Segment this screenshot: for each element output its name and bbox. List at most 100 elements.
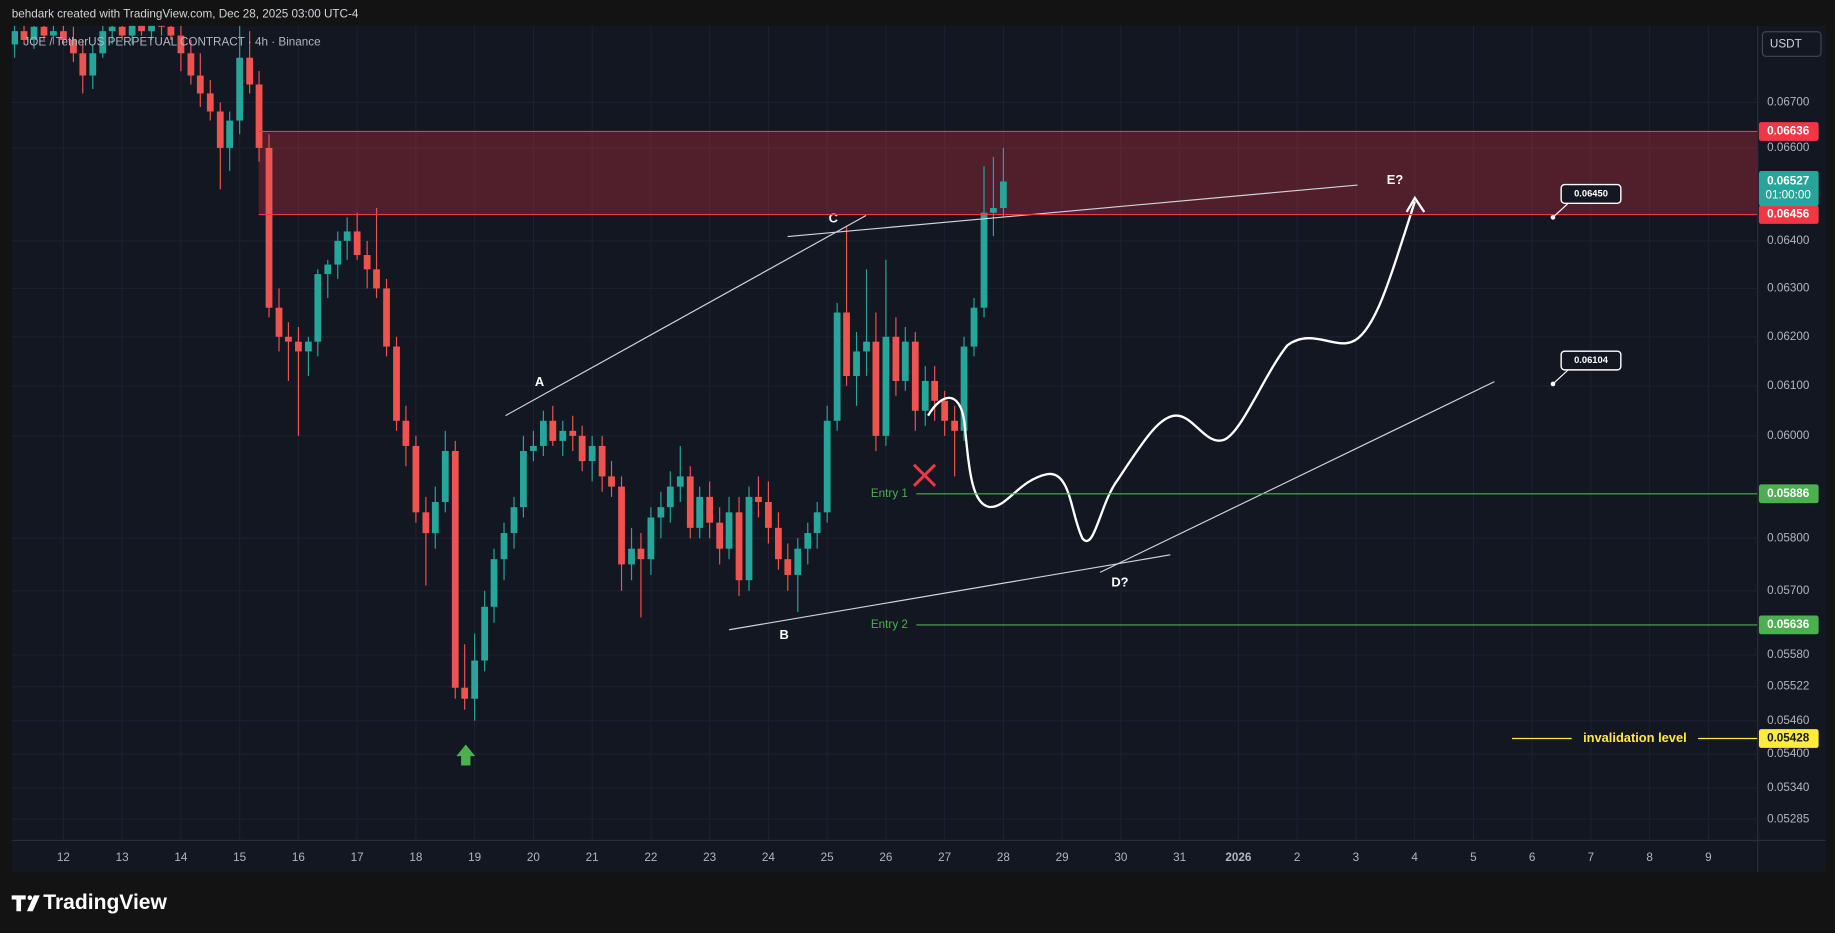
candle-body	[990, 207, 997, 213]
callout-point	[1550, 215, 1556, 220]
candle-body	[451, 450, 459, 688]
candle-body	[196, 75, 204, 94]
trend-line	[505, 214, 867, 417]
candle-body	[716, 522, 724, 549]
candle-body	[226, 120, 234, 148]
candle-body	[50, 31, 57, 36]
wave-label: A	[535, 374, 544, 389]
x-tick-label: 7	[1588, 851, 1595, 864]
candle-body	[823, 420, 831, 513]
candle-body	[618, 486, 625, 565]
brand: TradingView	[43, 891, 167, 914]
currency-label[interactable]: USDT	[1770, 38, 1802, 51]
y-tick-label: 0.06100	[1767, 379, 1810, 392]
candle-body	[530, 445, 537, 451]
brand-logo	[11, 895, 40, 912]
candle-body	[588, 445, 596, 462]
candle-body	[79, 53, 87, 76]
y-tick-label: 0.05460	[1767, 714, 1810, 727]
axes: 0.06700 0.06600 0.06400 0.06300 0.06200 0.061…	[57, 96, 1819, 864]
candle-body	[128, 25, 136, 36]
candle-body	[980, 212, 988, 308]
candle-body	[608, 476, 615, 487]
candle-body	[794, 548, 802, 575]
wave-label: B	[779, 627, 788, 642]
candle-body	[402, 420, 410, 446]
candle-body	[755, 496, 762, 503]
y-tick-label: 0.05285	[1767, 812, 1810, 825]
x-tick-label: 9	[1705, 851, 1712, 864]
candle-body	[559, 430, 567, 441]
x-tick-label: 3	[1353, 851, 1360, 864]
candle-body	[765, 502, 772, 528]
candle-body	[901, 341, 909, 381]
candle-body	[393, 346, 400, 421]
x-tick-label: 16	[292, 851, 305, 864]
y-tick-label: 0.06000	[1767, 429, 1810, 442]
last-price-box	[1758, 170, 1819, 207]
candle-body	[784, 559, 792, 575]
candle-body	[775, 527, 782, 560]
candle-body	[666, 486, 674, 508]
price-label-box	[1758, 484, 1819, 504]
callout-label: 0.06104	[1574, 355, 1609, 365]
candle-body	[500, 533, 508, 560]
candle-body	[70, 39, 77, 54]
candle-body	[305, 341, 312, 352]
candle-body	[637, 548, 645, 560]
y-tick-label: 0.05580	[1767, 648, 1810, 661]
level-label: Entry 2	[871, 618, 908, 631]
candle-body	[960, 346, 968, 431]
up-arrow	[456, 744, 476, 766]
candle-body	[422, 512, 430, 534]
last-price-label: 0.06527	[1767, 175, 1809, 188]
trend-line	[787, 184, 1358, 238]
candle-body	[569, 430, 577, 436]
candle-body	[853, 351, 860, 377]
price-label-box	[1758, 205, 1819, 224]
candle-body	[951, 420, 959, 431]
levels: Entry 1 Entry 2 invalidation level 0.06450 0…	[258, 130, 1758, 745]
candle-body	[804, 533, 812, 549]
x-tick-label: 5	[1470, 851, 1477, 864]
candle-body	[657, 507, 665, 518]
x-tick-label: 26	[879, 851, 892, 864]
candle-body	[1000, 181, 1007, 208]
candle-body	[892, 336, 900, 381]
candle-body	[813, 512, 821, 534]
wave-label: C	[829, 210, 838, 225]
currency-button[interactable]	[1761, 31, 1822, 57]
callout-box	[1560, 183, 1622, 205]
y-tick-label: 0.06600	[1767, 141, 1810, 154]
callout-box	[1560, 350, 1622, 371]
price-label: 0.06636	[1767, 125, 1810, 138]
candle-body	[343, 231, 351, 241]
candle-body	[863, 341, 870, 352]
x-tick-label: 23	[703, 851, 716, 864]
candle-body	[843, 312, 850, 377]
callout-point	[1550, 381, 1556, 387]
price-label: 0.06456	[1767, 208, 1810, 221]
candle-body	[187, 53, 195, 76]
candle-body	[471, 660, 479, 699]
candle-body	[725, 512, 733, 549]
y-tick-label: 0.06400	[1767, 234, 1810, 247]
candle-body	[520, 450, 527, 508]
candle-body	[255, 84, 263, 148]
x-tick-label: 30	[1114, 851, 1128, 864]
y-tick-label: 0.05800	[1767, 531, 1810, 544]
credit: behdark created with TradingView.com, De…	[12, 7, 359, 20]
x-tick-label: 20	[527, 851, 541, 864]
x-tick-label: 22	[644, 851, 657, 864]
trend-line	[728, 554, 1171, 631]
candle-body	[20, 31, 28, 40]
candle-body	[941, 400, 949, 421]
x-tick-label: 24	[762, 851, 776, 864]
zone-layer	[258, 131, 1758, 215]
candle-body	[40, 26, 48, 36]
candle-body	[481, 606, 489, 661]
candle-body	[549, 420, 557, 441]
candle-body	[118, 26, 126, 36]
x-tick-label: 19	[468, 851, 481, 864]
